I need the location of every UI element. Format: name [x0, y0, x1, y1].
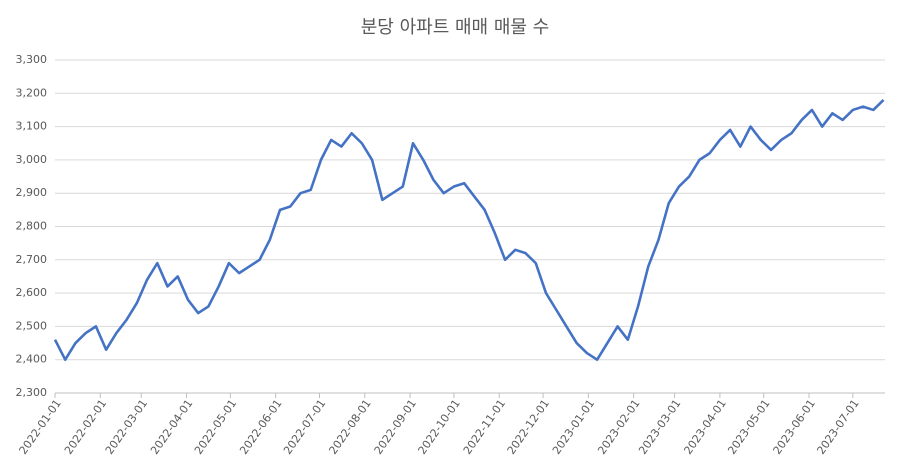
- y-tick-label: 2,600: [16, 286, 48, 299]
- y-tick-label: 2,900: [16, 186, 48, 199]
- data-line: [53, 99, 885, 361]
- y-tick-label: 3,300: [16, 53, 48, 66]
- y-tick-label: 3,000: [16, 153, 48, 166]
- y-tick-label: 2,700: [16, 253, 48, 266]
- chart-title: 분당 아파트 매매 매물 수: [361, 17, 550, 38]
- y-tick-label: 3,200: [16, 86, 48, 99]
- y-tick-label: 3,100: [16, 120, 48, 133]
- y-tick-label: 2,400: [16, 353, 48, 366]
- y-tick-label: 2,800: [16, 220, 48, 233]
- y-tick-label: 2,500: [16, 319, 48, 332]
- y-tick-label: 2,300: [16, 386, 48, 399]
